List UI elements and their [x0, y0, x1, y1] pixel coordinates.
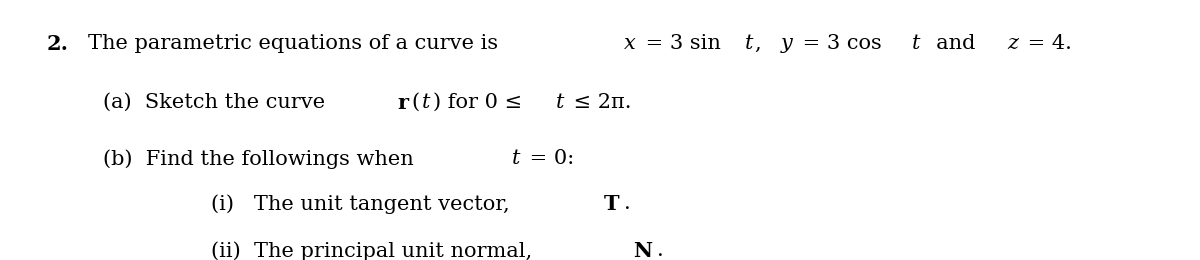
- Text: (i)   The unit tangent vector,: (i) The unit tangent vector,: [211, 194, 516, 213]
- Text: T: T: [604, 194, 619, 214]
- Text: t: t: [557, 93, 565, 112]
- Text: .: .: [624, 194, 631, 213]
- Text: (: (: [412, 93, 420, 112]
- Text: (ii)  The principal unit normal,: (ii) The principal unit normal,: [211, 241, 539, 260]
- Text: 2.: 2.: [47, 34, 68, 54]
- Text: and: and: [923, 34, 989, 53]
- Text: (b)  Find the followings when: (b) Find the followings when: [103, 149, 420, 169]
- Text: = 4.: = 4.: [1021, 34, 1072, 53]
- Text: z: z: [1007, 34, 1018, 53]
- Text: = 0:: = 0:: [522, 150, 574, 168]
- Text: N: N: [632, 241, 652, 260]
- Text: r: r: [397, 93, 409, 113]
- Text: t: t: [422, 93, 431, 112]
- Text: The parametric equations of a curve is: The parametric equations of a curve is: [88, 34, 504, 53]
- Text: ) for 0 ≤: ) for 0 ≤: [433, 93, 529, 112]
- Text: = 3 cos: = 3 cos: [796, 34, 886, 53]
- Text: t: t: [912, 34, 920, 53]
- Text: y: y: [781, 34, 793, 53]
- Text: ,: ,: [755, 34, 775, 53]
- Text: .: .: [658, 241, 664, 260]
- Text: t: t: [511, 150, 520, 168]
- Text: x: x: [624, 34, 636, 53]
- Text: (a)  Sketch the curve: (a) Sketch the curve: [103, 93, 332, 112]
- Text: t: t: [745, 34, 752, 53]
- Text: = 3 sin: = 3 sin: [640, 34, 721, 53]
- Text: ≤ 2π.: ≤ 2π.: [568, 93, 631, 112]
